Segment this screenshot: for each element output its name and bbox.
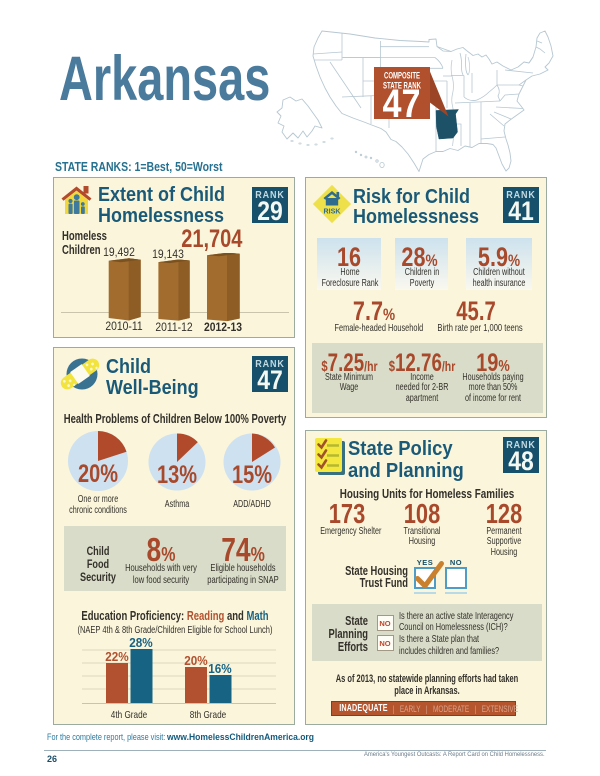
svg-text:RISK: RISK [323,206,341,215]
svg-text:COMPOSITE: COMPOSITE [384,71,420,81]
svg-text:STATE RANK: STATE RANK [383,81,421,91]
svg-text:47: 47 [383,82,421,126]
